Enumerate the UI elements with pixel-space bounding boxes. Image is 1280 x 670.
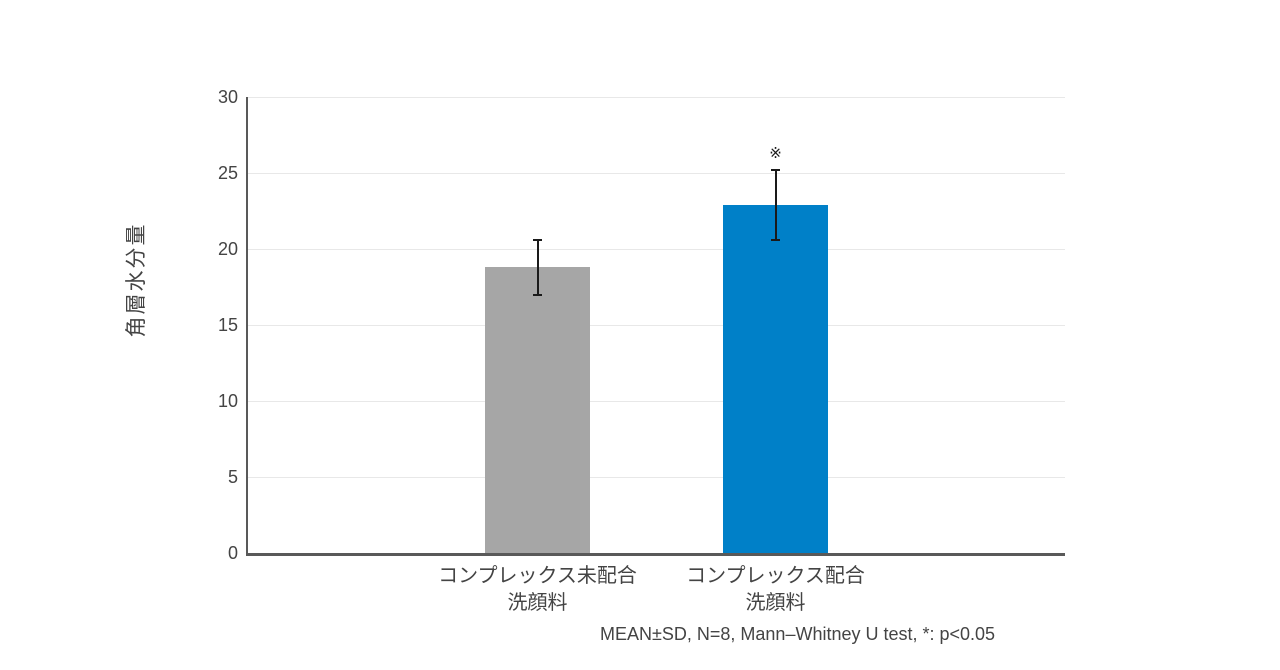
- y-tick-label-25: 25: [217, 163, 238, 183]
- y-tick-label-0: 0: [227, 543, 238, 563]
- gridline-30: [248, 97, 1065, 98]
- stats-footnote: MEAN±SD, N=8, Mann–Whitney U test, *: p<…: [600, 624, 996, 644]
- bar-2: [723, 204, 828, 553]
- category-label-1: コンプレックス未配合 洗顔料: [388, 563, 688, 617]
- category-label-2: コンプレックス配合 洗顔料: [626, 563, 926, 617]
- category-label-1-line2: 洗顔料: [507, 592, 568, 614]
- significance-marker: ※: [769, 144, 782, 162]
- y-tick-label-5: 5: [227, 467, 238, 487]
- y-axis-title: 角層水分量: [125, 222, 148, 338]
- y-tick-label-15: 15: [217, 315, 238, 335]
- plot-area: ※: [248, 97, 1065, 553]
- error-cap-bottom-1: [533, 293, 542, 296]
- y-tick-label-30: 30: [217, 87, 238, 107]
- gridline-10: [248, 401, 1065, 402]
- gridline-25: [248, 173, 1065, 174]
- category-label-2-line2: 洗顔料: [745, 592, 806, 614]
- y-axis-line: [246, 97, 248, 556]
- gridline-5: [248, 477, 1065, 478]
- x-axis-line: [246, 553, 1065, 556]
- error-cap-bottom-2: [771, 238, 780, 241]
- error-cap-top-1: [533, 238, 542, 241]
- y-tick-label-10: 10: [217, 391, 238, 411]
- y-tick-label-20: 20: [217, 239, 238, 259]
- gridline-20: [248, 249, 1065, 250]
- error-bar-1: [536, 239, 539, 295]
- error-cap-top-2: [771, 168, 780, 171]
- category-label-1-line1: コンプレックス未配合: [438, 565, 637, 587]
- gridline-15: [248, 325, 1065, 326]
- category-label-2-line1: コンプレックス配合: [686, 565, 865, 587]
- error-bar-2: [774, 169, 777, 240]
- bar-1: [485, 267, 590, 553]
